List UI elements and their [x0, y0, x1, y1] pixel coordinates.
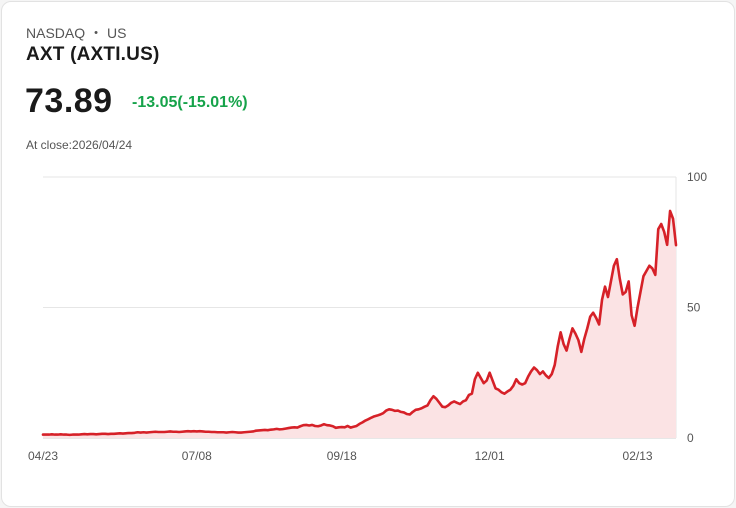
exchange-line: NASDAQ • US — [26, 25, 126, 41]
x-axis-ticks: 04/23 07/08 09/18 12/01 02/13 — [28, 449, 653, 463]
ticker-title: AXT (AXTI.US) — [26, 44, 160, 65]
price-change: -13.05(-15.01%) — [132, 94, 248, 111]
x-tick-label: 12/01 — [475, 449, 505, 463]
x-tick-label: 09/18 — [327, 449, 357, 463]
y-axis-ticks: 100 50 0 — [687, 170, 707, 445]
close-date: 2026/04/24 — [72, 138, 133, 152]
y-tick-label: 50 — [687, 301, 701, 315]
close-label: At close: — [26, 138, 73, 152]
price-line — [41, 209, 678, 437]
y-tick-label: 100 — [687, 170, 707, 184]
price-area-fill — [43, 210, 676, 438]
close-info: At close:2026/04/24 — [26, 138, 132, 152]
x-tick-label: 02/13 — [623, 449, 653, 463]
x-tick-label: 07/08 — [182, 449, 212, 463]
separator-dot: • — [94, 27, 98, 39]
exchange-name: NASDAQ — [26, 25, 86, 41]
current-price: 73.89 — [25, 82, 113, 120]
region-name: US — [106, 25, 127, 41]
y-tick-label: 0 — [687, 431, 694, 445]
x-tick-label: 04/23 — [28, 449, 58, 463]
